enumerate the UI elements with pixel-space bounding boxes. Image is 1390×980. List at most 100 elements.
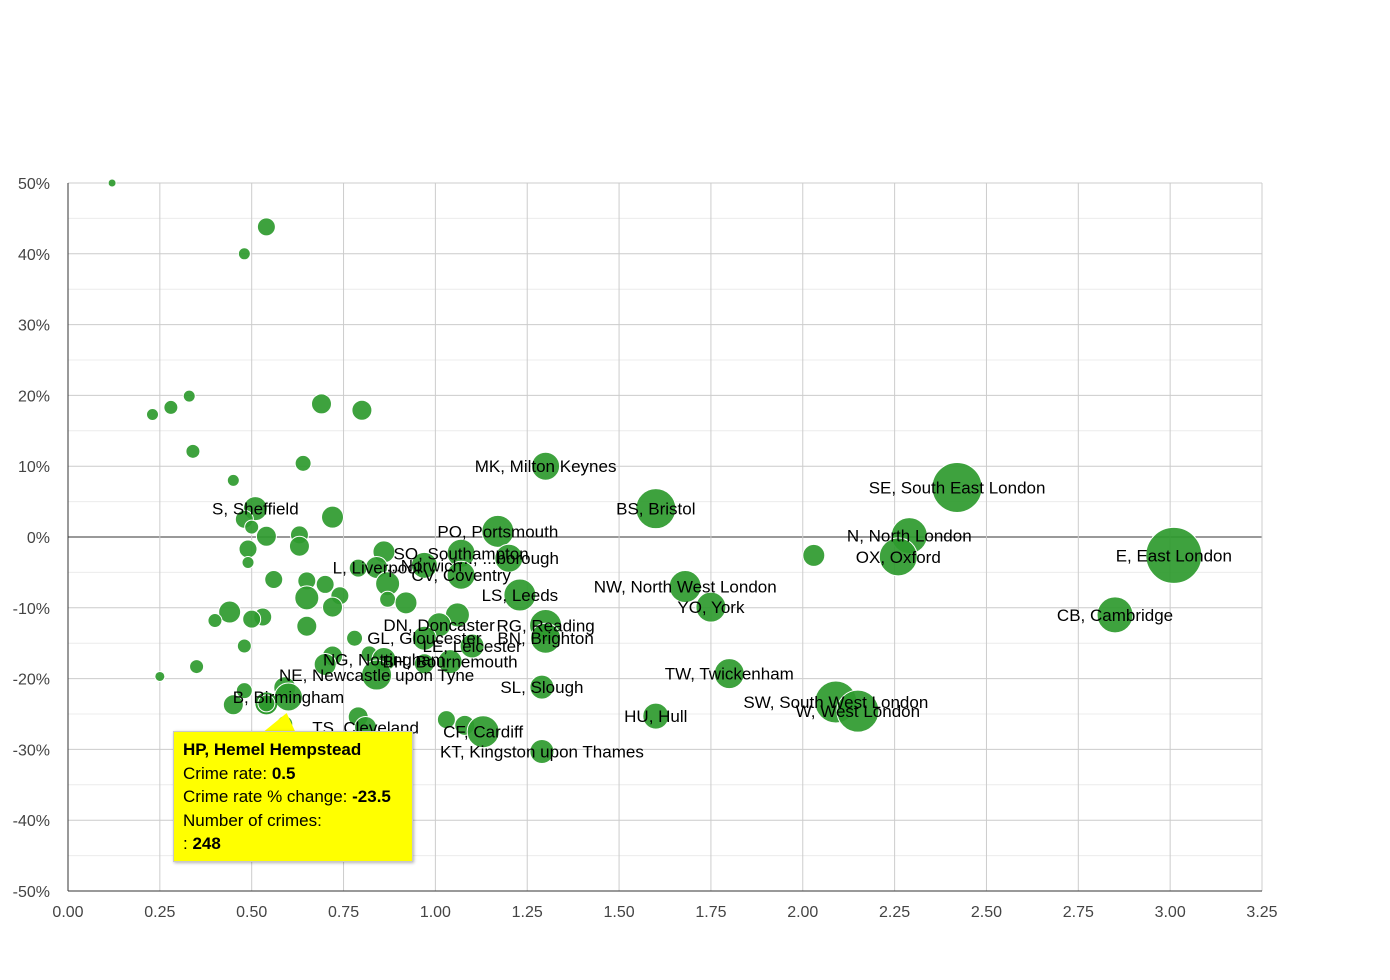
bubble-point[interactable] — [931, 461, 983, 513]
bubble-point[interactable] — [294, 585, 320, 611]
tooltip-title: HP, Hemel Hempstead — [183, 740, 362, 759]
bubble-label: KT, Kingston upon Thames — [440, 743, 644, 762]
bubble-point[interactable] — [878, 537, 918, 577]
bubble-point[interactable] — [236, 638, 252, 654]
axes: 50% 40% 30% 20% 10% 0% -10% -20% -30% -40% -50%0.0… — [13, 176, 1278, 921]
x-tick-label: 0.50 — [236, 904, 267, 921]
y-tick-label: 50% — [18, 176, 50, 193]
y-tick-label: 20% — [18, 388, 50, 405]
bubble-point[interactable] — [154, 670, 166, 682]
bubble-label: TW, Twickenham — [665, 665, 794, 684]
bubble-point[interactable] — [437, 649, 463, 675]
bubble-point[interactable] — [529, 674, 555, 700]
bubble-point[interactable] — [466, 715, 500, 749]
bubble-label: SW, South West London — [743, 693, 928, 712]
x-tick-label: 1.50 — [604, 904, 635, 921]
bubble-point[interactable] — [530, 622, 562, 654]
bubble-label: SO, Southampton — [394, 544, 529, 563]
bubble-point[interactable] — [238, 539, 258, 559]
tooltip: HP, Hemel Hempstead Crime rate: 0.5 Crim… — [173, 731, 413, 862]
bubble-label: YO, York — [677, 598, 745, 617]
bubble-point[interactable] — [296, 615, 318, 637]
bubble-point[interactable] — [713, 658, 745, 690]
bubble-point[interactable] — [635, 488, 677, 530]
bubble-point[interactable] — [207, 613, 223, 629]
x-tick-label: 1.75 — [695, 904, 726, 921]
bubble-point[interactable] — [294, 454, 312, 472]
bubble-point[interactable] — [668, 570, 702, 604]
bubble-label: LS, Leeds — [482, 586, 559, 605]
bubble-point[interactable] — [346, 629, 364, 647]
bubble-point[interactable] — [189, 659, 205, 675]
bubble-label: RG, Reading — [496, 617, 594, 636]
bubble-point[interactable] — [802, 543, 826, 567]
bubble-point[interactable] — [836, 689, 880, 733]
x-tick-label: 2.25 — [879, 904, 910, 921]
tooltip-change-label: Crime rate % change: — [183, 787, 348, 806]
bubble-point[interactable] — [315, 574, 335, 594]
bubble-point[interactable] — [411, 625, 437, 651]
bubble-point[interactable] — [379, 590, 397, 608]
bubble-point[interactable] — [244, 519, 260, 535]
bubble-point[interactable] — [256, 217, 276, 237]
bubble-point[interactable] — [185, 443, 201, 459]
tooltip-crime-rate-row: Crime rate: 0.5 — [183, 762, 403, 786]
bubble-point[interactable] — [503, 578, 537, 612]
bubble-point[interactable] — [351, 399, 373, 421]
bubble-point[interactable] — [218, 600, 242, 624]
bubble-point[interactable] — [145, 408, 159, 422]
bubble-point[interactable] — [394, 591, 418, 615]
bubble-label: NE, Newcastle upon Tyne — [279, 666, 474, 685]
bubble-label: NW, North West London — [594, 578, 777, 597]
bubble-label: BH, Bournemouth — [383, 653, 518, 672]
bubble-point[interactable] — [288, 535, 310, 557]
tooltip-change-value: -23.5 — [352, 787, 391, 806]
bubble-point[interactable] — [235, 682, 253, 700]
bubble-point[interactable] — [529, 739, 555, 765]
bubble-point[interactable] — [313, 652, 337, 676]
tooltip-count-label: Number of crimes: — [183, 810, 322, 830]
bubble-point[interactable] — [321, 505, 345, 529]
bubble-label: W, West London — [796, 702, 920, 721]
bubble-point[interactable] — [242, 609, 262, 629]
bubble-point[interactable] — [255, 525, 277, 547]
bubble-point[interactable] — [310, 393, 332, 415]
bubble-label: E, East London — [1116, 546, 1232, 565]
bubble-label: OX, Oxford — [856, 548, 941, 567]
bubble-point[interactable] — [222, 694, 244, 716]
bubble-label: S, Sheffield — [212, 500, 299, 519]
bubble-point[interactable] — [264, 569, 284, 589]
bubble-label: BN, Brighton — [497, 629, 593, 648]
bubble-point[interactable] — [410, 551, 438, 579]
bubble-label: ..., ...borough — [459, 549, 559, 568]
bubble-point[interactable] — [436, 710, 456, 730]
bubble-point[interactable] — [107, 178, 117, 188]
bubble-point[interactable] — [531, 451, 561, 481]
bubble-point[interactable] — [1145, 526, 1203, 584]
y-tick-label: -30% — [13, 742, 50, 759]
bubble-point[interactable] — [695, 591, 727, 623]
bubble-point[interactable] — [642, 702, 670, 730]
tooltip-crime-rate-value: 0.5 — [271, 763, 296, 783]
bubble-point[interactable] — [446, 560, 476, 590]
bubble-point[interactable] — [413, 653, 435, 675]
tooltip-count-prefix: : — [183, 834, 188, 853]
bubble-point[interactable] — [237, 247, 251, 261]
bubble-label: N, North London — [847, 527, 972, 546]
bubble-point[interactable] — [361, 659, 393, 691]
bubble-point[interactable] — [459, 633, 485, 659]
y-tick-label: 0% — [27, 530, 50, 547]
bubble-point[interactable] — [481, 514, 515, 548]
bubble-point[interactable] — [226, 473, 240, 487]
bubble-point[interactable] — [494, 543, 524, 573]
bubble-label: DN, Doncaster — [383, 616, 495, 635]
bubble-point[interactable] — [1096, 596, 1134, 634]
bubble-point[interactable] — [163, 399, 179, 415]
bubble-point[interactable] — [322, 596, 344, 618]
bubble-label: NG, Nottingham — [323, 650, 445, 669]
x-tick-label: 3.25 — [1246, 904, 1277, 921]
bubble-point[interactable] — [348, 558, 368, 578]
bubble-point[interactable] — [241, 555, 255, 569]
bubble-point[interactable] — [182, 389, 196, 403]
